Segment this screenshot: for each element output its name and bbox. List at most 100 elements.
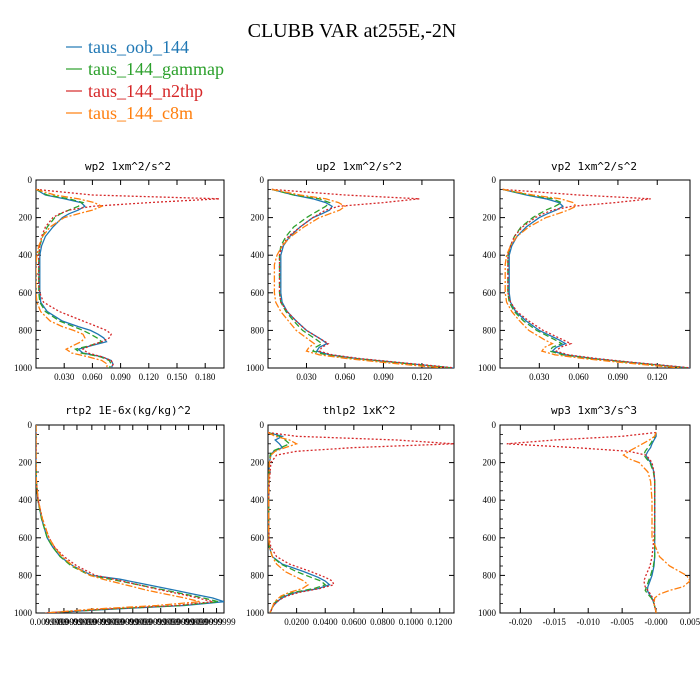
x-tick-label: 0.0400	[313, 617, 338, 627]
y-tick-label: 1000	[246, 608, 265, 618]
x-tick-label: 0.0099999	[142, 617, 181, 627]
x-tick-label: 0.0099999	[73, 617, 112, 627]
panel-up2: up2 1xm^2/s^2 0 200 400 600 800 1000 0.030 0.06…	[246, 160, 455, 382]
panel-wp2: wp2 1xm^2/s^2 0 200 400 600 800 1000 0.030 0.06…	[14, 160, 225, 382]
y-tick-label: 1000	[14, 363, 33, 373]
x-tick-label: 0.005	[680, 617, 700, 627]
y-tick-label: 600	[19, 533, 33, 543]
series-line-taus_144_n2thp	[36, 188, 220, 368]
panel-rtp2: rtp2 1E-6x(kg/kg)^2 020040060080010000.0…	[14, 404, 236, 627]
series-line-taus_144_c8m	[502, 188, 681, 368]
y-tick-label: 0	[28, 175, 33, 185]
y-tick-label: 1000	[478, 363, 497, 373]
x-tick-label: 0.0200	[284, 617, 309, 627]
panel-title: up2 1xm^2/s^2	[316, 160, 402, 173]
legend-label-0: taus_oob_144	[88, 37, 189, 57]
series-line-taus_oob_144	[502, 188, 690, 368]
y-tick-label: 800	[483, 570, 497, 580]
x-tick-label: 0.0099999	[129, 617, 168, 627]
x-tick-label: 0.0099999	[197, 617, 236, 627]
panels: wp2 1xm^2/s^2 0 200 400 600 800 1000 0.030 0.06…	[14, 160, 700, 627]
series-line-taus_144_n2thp	[36, 425, 213, 613]
series-line-taus_144_n2thp	[502, 188, 690, 368]
x-tick-label: 0.0600	[341, 617, 366, 627]
panel-title: thlp2 1xK^2	[323, 404, 396, 417]
series-line-taus_144_gammap	[502, 188, 688, 368]
figure-title: CLUBB VAR at255E,-2N	[248, 20, 457, 42]
x-tick-label: 0.120	[412, 372, 433, 382]
y-tick-label: 1000	[14, 608, 33, 618]
y-tick-label: 1000	[246, 363, 265, 373]
y-tick-label: 800	[251, 325, 265, 335]
series-line-taus_144_gammap	[268, 431, 327, 613]
series-line-taus_oob_144	[36, 425, 224, 613]
plot-frame	[35, 424, 225, 614]
panel-wp3: wp3 1xm^3/s^3 0 200 400 600 800 1000 -0.020 -0.…	[478, 404, 700, 627]
plot-frame	[267, 424, 455, 614]
y-tick-label: 400	[251, 250, 265, 260]
panel-title: rtp2 1E-6x(kg/kg)^2	[65, 404, 191, 417]
panel-title: wp3 1xm^3/s^3	[551, 404, 637, 417]
x-tick-label: 0.0099999	[170, 617, 209, 627]
y-tick-label: 0	[492, 175, 497, 185]
series-line-taus_144_c8m	[268, 431, 310, 613]
series-line-taus_144_gammap	[643, 432, 657, 613]
y-tick-label: 0	[260, 175, 265, 185]
x-tick-label: 0.0099999	[45, 617, 84, 627]
x-tick-label: 0.150	[167, 372, 188, 382]
x-tick-label: 0.090	[373, 372, 394, 382]
series-line-taus_144_n2thp	[268, 431, 454, 613]
series-line-taus_oob_144	[271, 188, 454, 368]
x-tick-label: 0.120	[139, 372, 160, 382]
legend: taus_oob_144 taus_144_gammap taus_144_n2…	[66, 37, 224, 123]
x-tick-label: 0.060	[568, 372, 589, 382]
x-tick-label: 0.030	[529, 372, 550, 382]
y-tick-label: 600	[251, 288, 265, 298]
x-tick-label: -0.015	[543, 617, 567, 627]
series-line-taus_144_c8m	[36, 425, 200, 613]
y-tick-label: 800	[19, 570, 33, 580]
y-tick-label: 200	[19, 458, 33, 468]
x-tick-label: 0.120	[647, 372, 668, 382]
legend-label-3: taus_144_c8m	[88, 103, 193, 123]
series-line-taus_144_c8m	[622, 432, 690, 613]
legend-label-1: taus_144_gammap	[88, 59, 224, 79]
x-tick-label: 0.060	[82, 372, 103, 382]
y-tick-label: 800	[483, 325, 497, 335]
y-tick-label: 800	[251, 570, 265, 580]
series-line-taus_144_n2thp	[506, 431, 657, 613]
plot-frame	[499, 179, 691, 369]
x-tick-label: -0.005	[611, 617, 635, 627]
x-tick-label: 0.060	[335, 372, 356, 382]
x-tick-label: 0.0099999	[114, 617, 153, 627]
series-line-taus_144_c8m	[36, 188, 109, 368]
x-tick-label: 0.1200	[427, 617, 452, 627]
y-tick-label: 0	[28, 420, 33, 430]
x-tick-label: 0.090	[110, 372, 131, 382]
y-tick-label: 600	[251, 533, 265, 543]
x-tick-label: 0.0099999	[30, 617, 69, 627]
y-tick-label: 200	[251, 213, 265, 223]
y-tick-label: 400	[251, 495, 265, 505]
x-tick-label: 0.090	[608, 372, 629, 382]
y-tick-label: 1000	[478, 608, 497, 618]
y-tick-label: 200	[19, 213, 33, 223]
x-tick-label: -0.000	[644, 617, 668, 627]
series-line-taus_oob_144	[268, 431, 331, 613]
panel-title: wp2 1xm^2/s^2	[85, 160, 171, 173]
x-tick-label: 0.0099999	[156, 617, 195, 627]
legend-label-2: taus_144_n2thp	[88, 81, 203, 101]
y-tick-label: 400	[483, 495, 497, 505]
panel-title: vp2 1xm^2/s^2	[551, 160, 637, 173]
plot-frame	[35, 179, 225, 369]
y-tick-label: 400	[19, 495, 33, 505]
panel-thlp2: thlp2 1xK^2 0 200 400 600 800 1000 0.0200 0.040…	[246, 404, 455, 627]
y-tick-label: 0	[260, 420, 265, 430]
x-tick-label: 0.030	[54, 372, 75, 382]
panel-vp2: vp2 1xm^2/s^2 0 200 400 600 800 1000 0.030 0.06…	[478, 160, 691, 382]
x-tick-label: 0.0800	[370, 617, 395, 627]
y-tick-label: 200	[251, 458, 265, 468]
x-tick-label: 0.180	[195, 372, 216, 382]
series-line-taus_144_gammap	[36, 425, 219, 613]
